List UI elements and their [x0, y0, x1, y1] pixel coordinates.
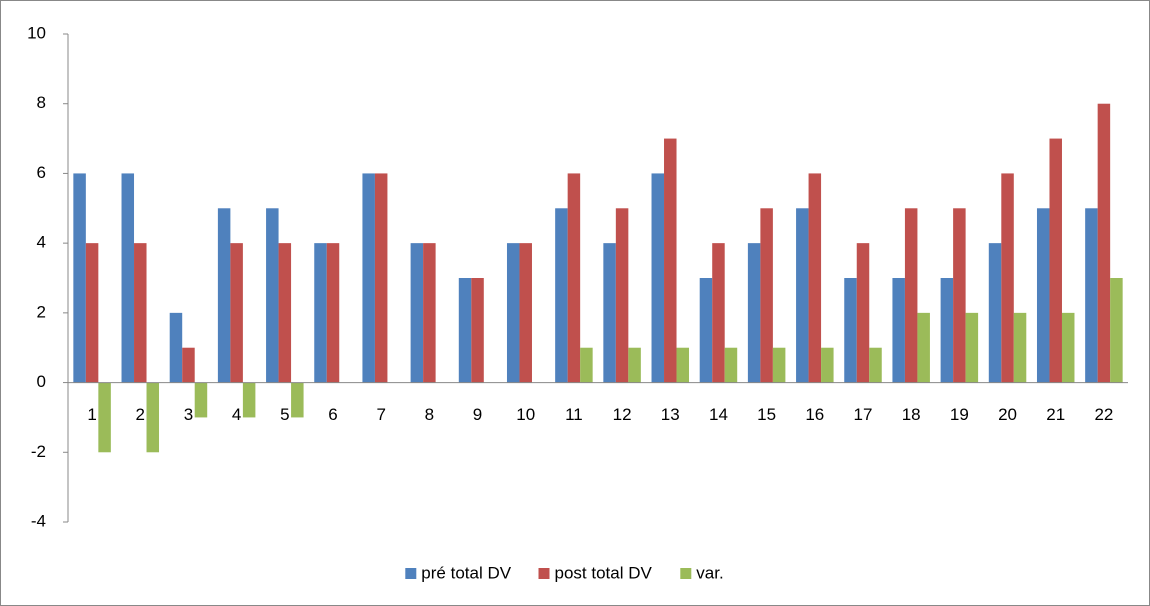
bar — [772, 347, 786, 383]
bar — [194, 382, 208, 418]
bar — [1097, 103, 1111, 383]
bar — [1049, 138, 1062, 383]
bar — [314, 243, 327, 383]
legend-swatch — [405, 568, 417, 579]
bar — [410, 243, 424, 383]
bar — [567, 173, 581, 383]
bar — [664, 138, 677, 383]
bar — [844, 278, 857, 383]
legend-label: var. — [696, 563, 723, 582]
x-tick-label: 18 — [902, 405, 921, 424]
x-tick-label: 13 — [661, 405, 680, 424]
bar — [326, 243, 340, 383]
x-tick-label: 12 — [613, 405, 632, 424]
bar — [965, 312, 979, 383]
x-tick-label: 16 — [805, 405, 824, 424]
bar — [856, 243, 870, 383]
y-tick-label: -2 — [31, 442, 46, 461]
y-tick-label: 4 — [37, 233, 46, 252]
bar — [869, 347, 882, 383]
y-tick-label: 6 — [37, 163, 46, 182]
bar — [266, 208, 279, 383]
bar — [506, 243, 520, 383]
y-tick-label: -4 — [31, 511, 46, 530]
bar — [904, 208, 918, 383]
bar — [1110, 278, 1123, 383]
x-tick-label: 20 — [998, 405, 1017, 424]
y-tick-label: 8 — [37, 93, 46, 112]
bar — [121, 173, 135, 383]
bar — [146, 382, 160, 453]
x-tick-label: 14 — [709, 405, 728, 424]
bar — [676, 347, 690, 383]
x-tick-label: 15 — [757, 405, 776, 424]
x-tick-label: 6 — [328, 405, 337, 424]
bar — [796, 208, 809, 383]
bar — [242, 382, 256, 418]
bar — [628, 347, 641, 383]
bar — [230, 243, 243, 383]
x-tick-label: 4 — [232, 405, 241, 424]
bar — [699, 278, 713, 383]
bar — [712, 243, 725, 383]
bar — [182, 347, 195, 383]
bar — [940, 278, 954, 383]
x-tick-label: 3 — [184, 405, 193, 424]
bar — [760, 208, 773, 383]
x-tick-label: 9 — [473, 405, 482, 424]
x-tick-label: 7 — [376, 405, 385, 424]
x-tick-label: 22 — [1094, 405, 1113, 424]
bar — [953, 208, 966, 383]
bar — [169, 312, 183, 383]
bar — [1085, 208, 1098, 383]
legend-label: pré total DV — [421, 563, 511, 582]
bar — [603, 243, 616, 383]
bar — [747, 243, 761, 383]
bar — [217, 208, 231, 383]
bar — [1036, 208, 1050, 383]
bar — [458, 278, 472, 383]
bar — [362, 173, 375, 383]
x-tick-label: 8 — [425, 405, 434, 424]
y-tick-label: 2 — [37, 302, 46, 321]
bar — [73, 173, 86, 383]
x-tick-label: 1 — [87, 405, 96, 424]
bar — [278, 243, 292, 383]
x-tick-label: 2 — [136, 405, 145, 424]
bar — [724, 347, 738, 383]
bar — [917, 312, 930, 383]
x-tick-label: 21 — [1046, 405, 1065, 424]
y-tick-label: 0 — [37, 372, 46, 391]
bar — [85, 243, 99, 383]
bar — [892, 278, 905, 383]
bar — [291, 382, 304, 418]
bar — [471, 278, 484, 383]
legend-swatch — [680, 568, 692, 579]
y-tick-label: 10 — [27, 23, 46, 42]
legend-swatch — [538, 568, 550, 579]
x-tick-label: 11 — [565, 405, 583, 424]
bar — [651, 173, 665, 383]
x-tick-label: 10 — [516, 405, 535, 424]
bar — [821, 347, 834, 383]
bar — [555, 208, 568, 383]
bar — [98, 382, 111, 453]
bar — [615, 208, 629, 383]
x-tick-label: 19 — [950, 405, 969, 424]
bar — [988, 243, 1002, 383]
bar — [134, 243, 147, 383]
bar — [374, 173, 388, 383]
bar — [580, 347, 593, 383]
x-tick-label: 5 — [280, 405, 289, 424]
x-tick-label: 17 — [854, 405, 873, 424]
bar — [1013, 312, 1027, 383]
bar — [808, 173, 822, 383]
bar — [423, 243, 436, 383]
legend-label: post total DV — [555, 563, 653, 582]
bar — [1061, 312, 1075, 383]
bar — [1001, 173, 1014, 383]
bar — [519, 243, 532, 383]
